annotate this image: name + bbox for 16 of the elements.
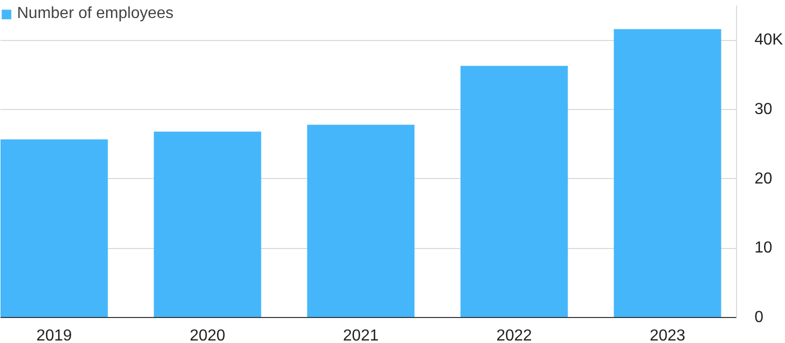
y-tick-label: 30 <box>754 101 772 118</box>
bar <box>154 132 262 318</box>
bar <box>614 29 722 318</box>
x-tick-label: 2021 <box>343 328 379 343</box>
x-tick-label: 2019 <box>36 328 72 343</box>
y-tick-label: 20 <box>754 170 772 188</box>
bar <box>460 66 568 318</box>
y-tick-label: 10 <box>754 240 772 257</box>
x-tick-label: 2020 <box>190 328 226 343</box>
bar <box>0 139 108 318</box>
y-tick-label: 0 <box>754 309 764 326</box>
bar <box>307 124 414 318</box>
x-tick-label: 2022 <box>496 328 532 343</box>
y-tick-label: 40K <box>754 32 784 49</box>
x-tick-label: 2023 <box>650 328 686 343</box>
legend-label: Number of employees <box>17 5 174 23</box>
